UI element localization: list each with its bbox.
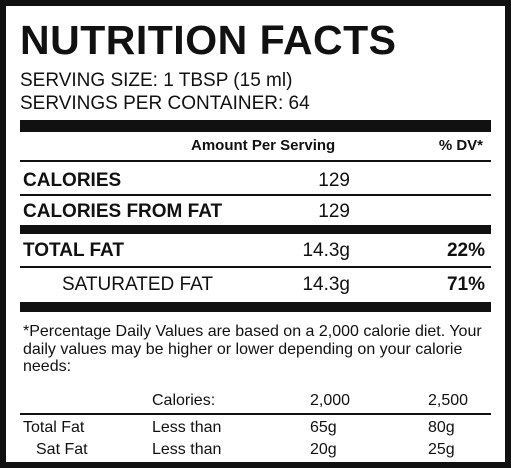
divider-thin <box>20 266 491 268</box>
divider-thick <box>20 302 491 312</box>
calories-from-fat-value: 129 <box>318 201 350 222</box>
divider-thick <box>20 120 491 132</box>
total-fat-dv: 22% <box>446 240 485 261</box>
saturated-fat-label: SATURATED FAT <box>62 274 213 295</box>
divider-thick <box>20 225 491 234</box>
footer-sat-fat-label: Sat Fat <box>36 441 88 458</box>
footer-total-fat-qualifier: Less than <box>152 419 222 436</box>
daily-values-footnote: *Percentage Daily Values are based on a … <box>23 323 482 375</box>
label-title: NUTRITION FACTS <box>20 17 397 63</box>
divider-thin <box>20 160 491 162</box>
calories-from-fat-label: CALORIES FROM FAT <box>23 201 223 222</box>
servings-per-container: SERVINGS PER CONTAINER: 64 <box>20 93 310 114</box>
saturated-fat-dv: 71% <box>446 274 485 295</box>
dv-header: % DV* <box>438 137 483 154</box>
divider-thin <box>20 194 491 196</box>
amount-per-serving-header: Amount Per Serving <box>191 137 336 154</box>
saturated-fat-value: 14.3g <box>302 274 350 295</box>
footer-total-fat-label: Total Fat <box>23 419 85 436</box>
footer-2000-heading: 2,000 <box>310 392 351 409</box>
footer-2500-heading: 2,500 <box>428 392 469 409</box>
footer-sat-fat-2500: 25g <box>428 441 455 458</box>
total-fat-label: TOTAL FAT <box>23 240 124 261</box>
footer-calories-heading: Calories: <box>152 392 216 409</box>
total-fat-value: 14.3g <box>302 240 350 261</box>
footer-total-fat-2000: 65g <box>310 419 337 436</box>
serving-size: SERVING SIZE: 1 TBSP (15 ml) <box>20 70 293 91</box>
divider-thin <box>20 413 491 415</box>
footer-sat-fat-2000: 20g <box>310 441 337 458</box>
calories-label: CALORIES <box>23 170 122 191</box>
footer-total-fat-2500: 80g <box>428 419 455 436</box>
calories-value: 129 <box>318 170 350 191</box>
footer-sat-fat-qualifier: Less than <box>152 441 222 458</box>
